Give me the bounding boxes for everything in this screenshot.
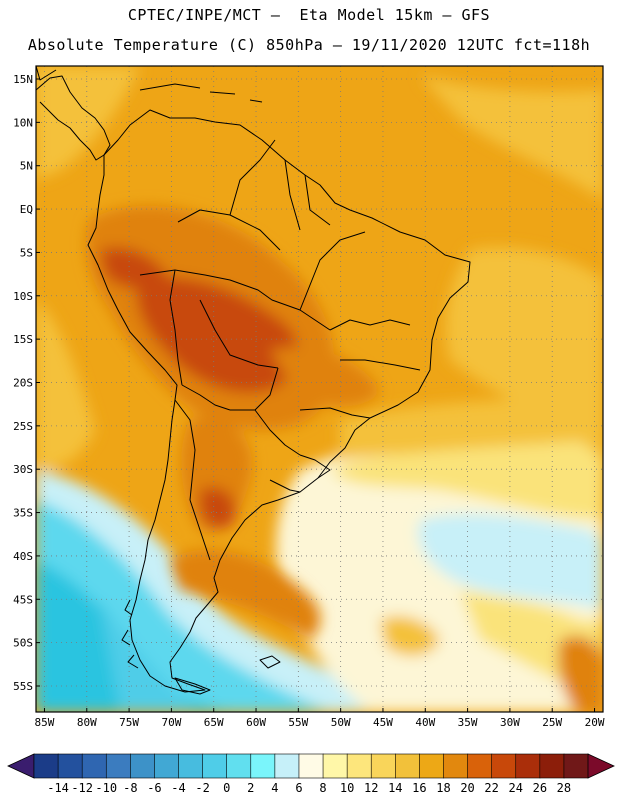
lon-tick-label: 85W [35, 716, 55, 729]
lon-tick-label: 20W [585, 716, 605, 729]
colorbar-swatch [105, 753, 131, 779]
lat-tick-label: 15N [13, 73, 33, 86]
lon-tick-label: 55W [288, 716, 308, 729]
lon-tick-label: 45W [373, 716, 393, 729]
lat-tick-label: 50S [13, 637, 33, 650]
latitude-axis: 15N 10N 5N EQ 5S 10S 15S 20S 25S 30S 35S 40S 45S 50S 5… [13, 73, 40, 693]
colorbar-swatch [370, 753, 396, 779]
lon-tick-label: 30W [500, 716, 520, 729]
colorbar-label: 0 [223, 781, 230, 795]
colorbar-label: 12 [364, 781, 378, 795]
colorbar-swatch [226, 753, 252, 779]
colorbar-label: 18 [436, 781, 450, 795]
colorbar-right-arrow [587, 753, 615, 779]
colorbar-label: 2 [247, 781, 254, 795]
colorbar-swatch [539, 753, 565, 779]
colorbar: -14 -12 -10 -8 -6 -4 -2 0 2 4 6 8 10 12 14 16 18 20 22 24 26… [7, 753, 615, 795]
lon-tick-label: 50W [331, 716, 351, 729]
lat-tick-label: 20S [13, 376, 33, 389]
colorbar-label: 14 [388, 781, 402, 795]
colorbar-swatch [178, 753, 204, 779]
title-line-1: CPTEC/INPE/MCT – Eta Model 15km – GFS [127, 6, 491, 24]
colorbar-swatch [57, 753, 83, 779]
colorbar-swatch [443, 753, 469, 779]
lon-tick-label: 70W [161, 716, 181, 729]
colorbar-label: 28 [557, 781, 571, 795]
colorbar-label: 16 [412, 781, 426, 795]
lat-tick-label: EQ [20, 203, 33, 216]
colorbar-swatch [33, 753, 59, 779]
lat-tick-label: 35S [13, 507, 33, 520]
colorbar-label: -4 [171, 781, 185, 795]
lat-tick-label: 10N [13, 116, 33, 129]
coastlines [35, 65, 471, 695]
lon-tick-label: 40W [415, 716, 435, 729]
map-frame [35, 65, 604, 713]
colorbar-label: 26 [533, 781, 547, 795]
colorbar-swatch [154, 753, 180, 779]
lat-tick-label: 15S [13, 333, 33, 346]
lon-tick-label: 80W [77, 716, 97, 729]
colorbar-label: 10 [340, 781, 354, 795]
colorbar-label: 22 [484, 781, 498, 795]
lon-tick-label: 25W [542, 716, 562, 729]
lat-tick-label: 25S [13, 420, 33, 433]
lon-tick-label: 60W [246, 716, 266, 729]
colorbar-swatch [467, 753, 493, 779]
lat-tick-label: 5N [20, 160, 33, 173]
colorbar-swatch [298, 753, 324, 779]
colorbar-label: -6 [147, 781, 161, 795]
lon-tick-label: 35W [458, 716, 478, 729]
longitude-axis: 85W 80W 75W 70W 65W 60W 55W 50W 45W 40W 35W 30W 25W 2… [35, 708, 605, 729]
colorbar-label: 24 [509, 781, 523, 795]
colorbar-label: 6 [295, 781, 302, 795]
colorbar-label: 8 [319, 781, 326, 795]
colorbar-label: -14 [47, 781, 69, 795]
colorbar-swatch [81, 753, 107, 779]
colorbar-label: -12 [71, 781, 93, 795]
colorbar-swatch [346, 753, 372, 779]
temperature-field [36, 66, 603, 712]
colorbar-swatch [563, 753, 589, 779]
lat-tick-label: 40S [13, 550, 33, 563]
colorbar-swatch [322, 753, 348, 779]
colorbar-swatch [395, 753, 420, 779]
title-line-2: Absolute Temperature (C) 850hPa – 19/11/… [27, 36, 591, 54]
colorbar-swatch [202, 753, 228, 779]
colorbar-left-arrow [7, 753, 35, 779]
colorbar-swatch [419, 753, 445, 779]
colorbar-label: -8 [123, 781, 137, 795]
colorbar-swatch [250, 753, 276, 779]
lon-tick-label: 65W [204, 716, 224, 729]
lat-tick-label: 45S [13, 593, 33, 606]
colorbar-label: -10 [95, 781, 117, 795]
colorbar-label: 4 [271, 781, 278, 795]
colorbar-swatch [491, 753, 517, 779]
lat-tick-label: 55S [13, 680, 33, 693]
colorbar-label: -2 [195, 781, 209, 795]
colorbar-swatch [130, 753, 156, 779]
colorbar-swatch [515, 753, 541, 779]
lat-tick-label: 10S [13, 290, 33, 303]
colorbar-label: 20 [460, 781, 474, 795]
lon-tick-label: 75W [119, 716, 139, 729]
lat-tick-label: 30S [13, 463, 33, 476]
colorbar-swatch [274, 753, 300, 779]
lat-tick-label: 5S [20, 246, 33, 259]
